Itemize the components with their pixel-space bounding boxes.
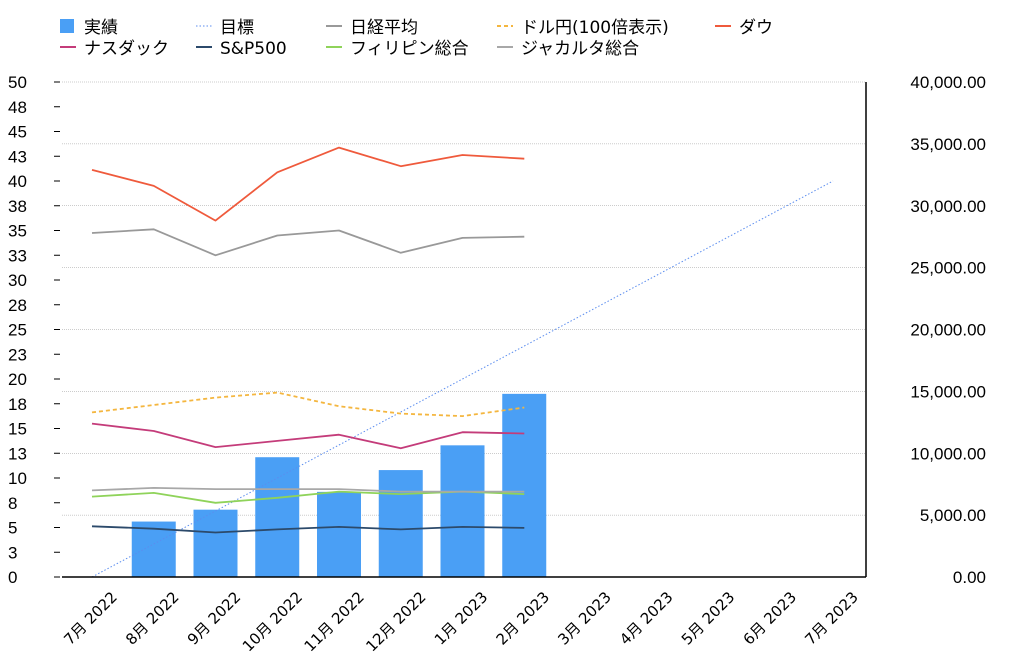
bar-actual xyxy=(193,509,238,577)
legend-item: ドル円(100倍表示) xyxy=(497,18,669,38)
left-tick-label: 43 xyxy=(8,147,27,166)
legend-item: S&P500 xyxy=(196,39,287,59)
legend-label: 実績 xyxy=(84,18,118,38)
left-tick-label: 8 xyxy=(8,494,17,513)
legend-item: 目標 xyxy=(196,18,254,38)
right-tick-label: 0.00 xyxy=(953,568,986,587)
left-tick-label: 38 xyxy=(8,197,27,216)
x-tick-label: 2月 2023 xyxy=(493,588,553,648)
left-tick-label: 28 xyxy=(8,296,27,315)
legend-label: フィリピン総合 xyxy=(350,39,469,59)
right-y-axis: 0.00 5,000.00 10,000.00 15,000.00 20,000.00 2… xyxy=(910,73,986,587)
x-tick-label: 8月 2022 xyxy=(122,588,182,648)
x-tick-label: 6月 2023 xyxy=(740,588,800,648)
bar-actual xyxy=(378,470,423,577)
x-tick-label: 12月 2022 xyxy=(362,588,429,655)
right-tick-label: 35,000.00 xyxy=(910,135,986,154)
right-tick-label: 40,000.00 xyxy=(910,73,986,92)
left-tick-label: 50 xyxy=(8,73,27,92)
right-tick-label: 10,000.00 xyxy=(910,444,986,463)
legend-swatch xyxy=(60,19,74,33)
left-tick-label: 3 xyxy=(8,543,17,562)
left-tick-label: 5 xyxy=(8,519,17,538)
series-line xyxy=(91,486,525,493)
right-tick-label: 20,000.00 xyxy=(910,321,986,340)
legend-label: S&P500 xyxy=(220,39,287,59)
legend-label: ドル円(100倍表示) xyxy=(521,18,669,38)
gridlines xyxy=(62,81,866,516)
left-tick-label: 25 xyxy=(8,321,27,340)
legend-item: ナスダック xyxy=(60,39,169,59)
series-line xyxy=(91,228,525,257)
right-tick-label: 30,000.00 xyxy=(910,197,986,216)
left-tick-label: 48 xyxy=(8,98,27,117)
x-tick-label: 7月 2023 xyxy=(801,588,861,648)
series-lines xyxy=(91,146,834,578)
x-tick-label: 4月 2023 xyxy=(616,588,676,648)
x-tick-label: 3月 2023 xyxy=(554,588,614,648)
x-tick-label: 7月 2022 xyxy=(60,588,120,648)
series-line xyxy=(91,525,525,534)
series-line xyxy=(91,422,525,450)
left-tick-label: 18 xyxy=(8,395,27,414)
legend-label: ナスダック xyxy=(84,39,169,59)
left-tick-label: 23 xyxy=(8,345,27,364)
legend-item: 日経平均 xyxy=(326,18,418,38)
series-line xyxy=(91,391,525,418)
left-tick-label: 0 xyxy=(8,568,17,587)
legend-item: フィリピン総合 xyxy=(326,39,469,59)
left-tick-label: 20 xyxy=(8,370,27,389)
x-tick-label: 10月 2022 xyxy=(239,588,306,655)
legend-item: ダウ xyxy=(715,18,773,38)
bar-actual xyxy=(440,445,485,577)
right-tick-label: 5,000.00 xyxy=(920,506,986,525)
legend-label: ジャカルタ総合 xyxy=(521,39,639,59)
series-line xyxy=(91,146,525,222)
left-tick-label: 35 xyxy=(8,222,27,241)
bars-actual xyxy=(131,393,547,577)
left-tick-label: 10 xyxy=(8,469,27,488)
legend-item: 実績 xyxy=(60,18,118,38)
bar-actual xyxy=(502,393,547,577)
left-tick-label: 15 xyxy=(8,420,27,439)
bar-actual xyxy=(255,457,300,577)
left-tick-label: 40 xyxy=(8,172,27,191)
left-tick-label: 45 xyxy=(8,123,27,142)
series-line xyxy=(91,180,834,578)
left-tick-label: 33 xyxy=(8,246,27,265)
left-tick-label: 13 xyxy=(8,444,27,463)
legend-label: 目標 xyxy=(220,18,254,38)
x-tick-label: 5月 2023 xyxy=(678,588,738,648)
bar-actual xyxy=(317,491,361,577)
legend-label: ダウ xyxy=(739,18,773,38)
x-tick-label: 1月 2023 xyxy=(431,588,491,648)
bar-actual xyxy=(131,521,176,577)
right-tick-label: 15,000.00 xyxy=(910,382,986,401)
legend-item: ジャカルタ総合 xyxy=(497,39,639,59)
x-tick-label: 9月 2022 xyxy=(184,588,244,648)
legend-label: 日経平均 xyxy=(350,18,418,38)
x-tick-label: 11月 2022 xyxy=(301,588,368,655)
axes xyxy=(62,82,867,578)
right-tick-label: 25,000.00 xyxy=(910,259,986,278)
left-tick-label: 30 xyxy=(8,271,27,290)
